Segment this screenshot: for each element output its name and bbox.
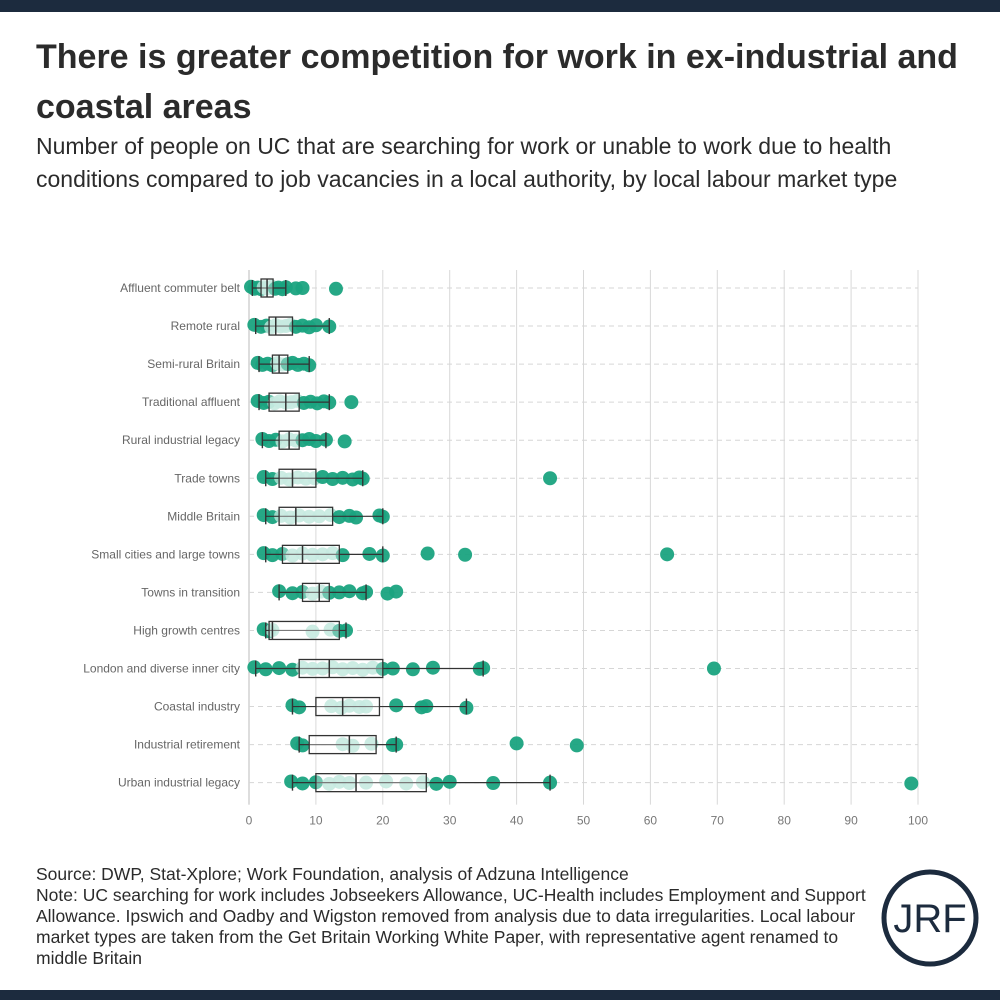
iqr-box xyxy=(278,506,334,526)
data-point xyxy=(660,547,675,562)
x-tick-label: 40 xyxy=(510,814,524,828)
iqr-box xyxy=(298,658,384,679)
data-point xyxy=(328,281,343,296)
methodology-note: Note: UC searching for work includes Job… xyxy=(36,885,866,968)
data-point xyxy=(292,700,307,715)
category-label: Semi-rural Britain xyxy=(147,357,240,371)
category-label: Trade towns xyxy=(174,471,240,485)
category-label: Urban industrial legacy xyxy=(118,776,240,790)
x-tick-label: 100 xyxy=(908,814,928,828)
iqr-box xyxy=(308,734,377,755)
data-point xyxy=(295,776,310,791)
boxplot-chart: 0 10 20 30 40 50 60 70 80 90 100 Affluent commuter … xyxy=(83,270,928,828)
source-note: Source: DWP, Stat-Xplore; Work Foundatio… xyxy=(36,864,629,884)
x-tick-label: 20 xyxy=(376,814,390,828)
data-point xyxy=(284,774,299,789)
x-tick-label: 70 xyxy=(711,814,725,828)
data-point xyxy=(379,774,394,789)
x-tick-label: 80 xyxy=(778,814,792,828)
data-point xyxy=(429,776,444,791)
iqr-box xyxy=(315,696,381,717)
iqr-box xyxy=(268,620,340,641)
category-label: Traditional affluent xyxy=(142,395,241,409)
chart-subtitle: Number of people on UC that are searchin… xyxy=(36,133,898,192)
iqr-box xyxy=(268,392,300,412)
data-point xyxy=(706,661,721,676)
data-point xyxy=(420,546,435,561)
iqr-box xyxy=(278,468,317,488)
data-point xyxy=(389,584,404,599)
data-point xyxy=(258,662,273,677)
iqr-box xyxy=(271,354,289,374)
bottom-bar xyxy=(0,990,1000,1000)
chart-footer: Source: DWP, Stat-Xplore; Work Foundatio… xyxy=(36,864,866,969)
data-point xyxy=(405,662,420,677)
data-point xyxy=(458,547,473,562)
chart-title: There is greater competition for work in… xyxy=(36,38,958,126)
category-label: Middle Britain xyxy=(167,509,240,523)
data-point xyxy=(344,395,359,410)
logo-ring xyxy=(881,869,979,967)
jrf-logo: JRF xyxy=(881,869,979,967)
x-tick-label: 10 xyxy=(309,814,323,828)
x-tick-label: 30 xyxy=(443,814,457,828)
category-label: London and diverse inner city xyxy=(83,662,240,676)
category-label: Towns in transition xyxy=(141,585,240,599)
data-point xyxy=(364,736,379,751)
category-label: Industrial retirement xyxy=(134,738,241,752)
category-label: Rural industrial legacy xyxy=(122,433,240,447)
data-point xyxy=(247,660,262,675)
category-label: High growth centres xyxy=(133,623,240,637)
data-point xyxy=(337,434,352,449)
x-tick-label: 50 xyxy=(577,814,591,828)
logo-text: JRF xyxy=(893,897,966,941)
x-tick-label: 90 xyxy=(844,814,858,828)
data-point xyxy=(349,510,364,525)
data-point xyxy=(442,774,457,789)
data-point xyxy=(295,738,310,753)
data-point xyxy=(305,624,320,639)
data-point xyxy=(509,736,524,751)
category-label: Small cities and large towns xyxy=(91,547,240,561)
x-tick-label: 60 xyxy=(644,814,658,828)
data-point xyxy=(569,738,584,753)
data-point xyxy=(543,471,558,486)
iqr-box xyxy=(268,316,294,336)
data-point xyxy=(389,698,404,713)
top-bar xyxy=(0,0,1000,12)
category-label: Coastal industry xyxy=(154,700,240,714)
data-point xyxy=(342,584,357,599)
data-point xyxy=(399,776,414,791)
category-label: Remote rural xyxy=(171,319,240,333)
iqr-box xyxy=(281,544,340,565)
data-point xyxy=(308,318,323,333)
x-tick-label: 0 xyxy=(246,814,253,828)
iqr-box xyxy=(315,773,427,793)
data-point xyxy=(295,281,310,295)
data-point xyxy=(425,660,440,675)
category-label: Affluent commuter belt xyxy=(120,281,241,295)
iqr-box xyxy=(301,582,330,603)
data-point xyxy=(904,776,919,791)
